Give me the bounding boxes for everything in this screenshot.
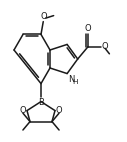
Text: H: H bbox=[73, 79, 78, 85]
Text: O: O bbox=[85, 24, 91, 33]
Text: B: B bbox=[38, 98, 44, 107]
Text: O: O bbox=[19, 106, 26, 115]
Text: O: O bbox=[102, 42, 109, 51]
Text: O: O bbox=[40, 12, 47, 21]
Text: N: N bbox=[68, 75, 75, 83]
Text: O: O bbox=[56, 106, 63, 115]
